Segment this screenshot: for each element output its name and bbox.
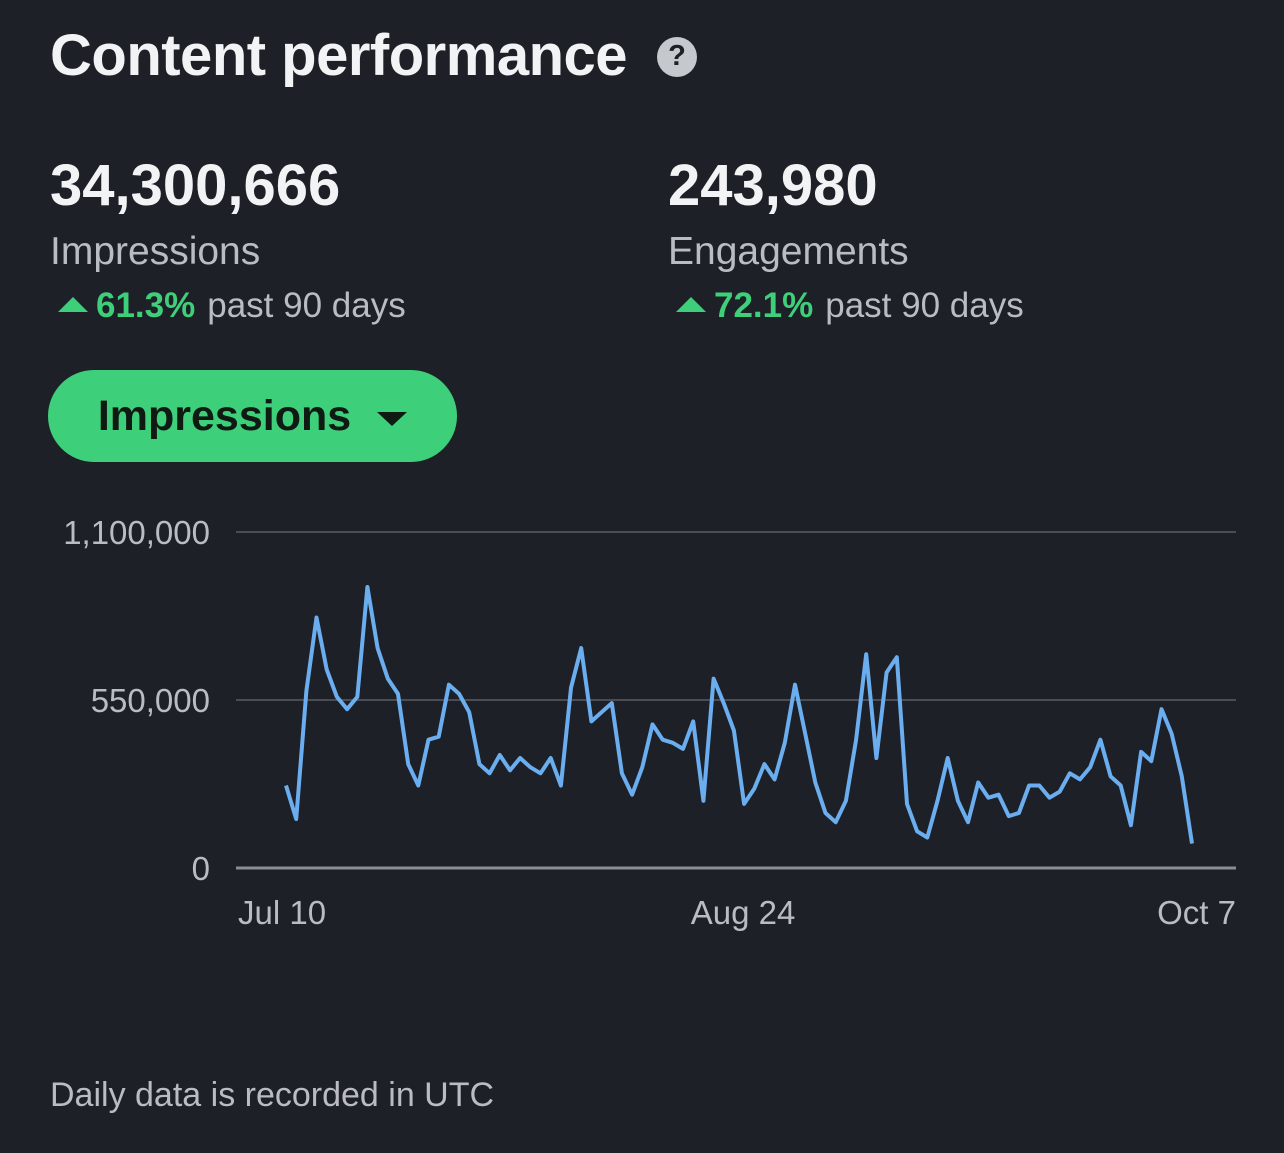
caret-down-icon	[377, 412, 408, 426]
x-tick-label: Jul 10	[238, 894, 326, 931]
y-tick-label: 1,100,000	[63, 514, 210, 551]
title-row: Content performance ?	[50, 22, 698, 89]
engagements-label: Engagements	[668, 230, 909, 273]
y-tick-label: 550,000	[91, 682, 210, 719]
engagements-metric: 243,980 Engagements 72.1% past 90 days	[668, 150, 1024, 332]
impressions-line-chart: 1,100,000 550,000 0 Jul 10 Aug 24 Oct 7	[63, 514, 1236, 931]
impressions-metric: 34,300,666 Impressions 61.3% past 90 day…	[50, 150, 406, 332]
question-circle-icon[interactable]: ?	[657, 36, 698, 77]
x-tick-label: Aug 24	[691, 894, 796, 931]
utc-note: Daily data is recorded in UTC	[50, 1076, 495, 1114]
engagements-value: 243,980	[668, 153, 878, 218]
triangle-up-icon	[676, 296, 706, 312]
metric-selector-label: Impressions	[97, 391, 352, 440]
engagements-change-percent: 72.1%	[714, 286, 814, 325]
impressions-change: 61.3% past 90 days	[50, 280, 406, 332]
impressions-value: 34,300,666	[50, 153, 341, 218]
page-title: Content performance	[50, 23, 628, 88]
x-tick-label: Oct 7	[1157, 894, 1236, 931]
engagements-change-period: past 90 days	[825, 286, 1024, 325]
triangle-up-icon	[58, 296, 88, 312]
impressions-label: Impressions	[50, 230, 261, 273]
impressions-change-percent: 61.3%	[96, 286, 196, 325]
impressions-series-line	[284, 585, 1194, 844]
metric-selector-dropdown[interactable]: Impressions	[48, 370, 457, 462]
engagements-change: 72.1% past 90 days	[668, 280, 1024, 332]
impressions-change-period: past 90 days	[207, 286, 406, 325]
y-tick-label: 0	[192, 850, 210, 887]
